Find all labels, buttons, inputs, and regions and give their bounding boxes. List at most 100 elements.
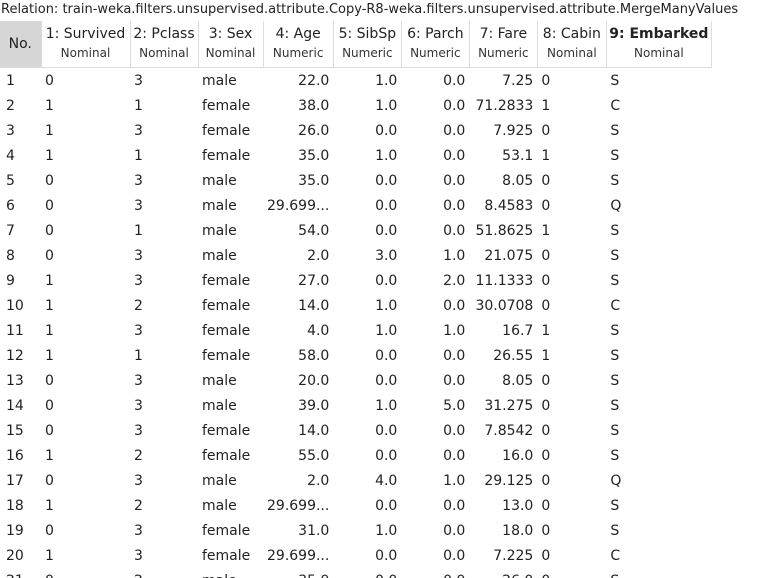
cell-fare[interactable]: 11.1333 bbox=[475, 272, 534, 289]
cell-sex[interactable]: female bbox=[202, 347, 251, 364]
cell-embarked[interactable]: S bbox=[610, 522, 620, 539]
cell-parch[interactable]: 0.0 bbox=[443, 447, 466, 464]
cell-cabin[interactable]: 1 bbox=[541, 147, 551, 164]
cell-age[interactable]: 35.0 bbox=[263, 568, 333, 578]
table-row[interactable]: 16 1 2 female 55.0 0.0 0.0 16.0 0 S bbox=[0, 443, 711, 468]
cell-parch[interactable]: 1.0 bbox=[443, 322, 466, 339]
column-header-fare[interactable]: 7: Fare Numeric bbox=[469, 21, 538, 68]
cell-sibsp[interactable]: 0.0 bbox=[375, 447, 398, 464]
cell-embarked[interactable]: Q bbox=[610, 197, 622, 214]
cell-row-number[interactable]: 19 bbox=[6, 522, 24, 539]
cell-sibsp[interactable]: 0.0 bbox=[375, 122, 398, 139]
cell-cabin[interactable]: 0 bbox=[541, 472, 551, 489]
column-header-embarked[interactable]: 9: Embarked Nominal bbox=[606, 21, 712, 68]
cell-age[interactable]: 39.0 bbox=[298, 397, 330, 414]
cell-fare[interactable]: 26.55 bbox=[493, 347, 534, 364]
cell-embarked[interactable]: S bbox=[610, 347, 620, 364]
cell-pclass[interactable]: 3 bbox=[134, 547, 143, 564]
cell-sex[interactable]: male bbox=[202, 172, 237, 189]
table-row[interactable]: 14 0 3 male 39.0 1.0 5.0 31.275 0 S bbox=[0, 393, 711, 418]
table-row[interactable]: 1 0 3 male 22.0 1.0 0.0 7.25 0 S bbox=[0, 68, 711, 94]
cell-age[interactable]: 20.0 bbox=[298, 372, 330, 389]
table-row[interactable]: 3 1 3 female 26.0 0.0 0.0 7.925 0 S bbox=[0, 118, 711, 143]
cell-cabin[interactable]: 0 bbox=[541, 372, 551, 389]
cell-parch[interactable]: 1.0 bbox=[443, 247, 466, 264]
table-row[interactable]: 6 0 3 male 29.699... 0.0 0.0 8.4583 0 Q bbox=[0, 193, 711, 218]
cell-cabin[interactable]: 1 bbox=[541, 222, 551, 239]
cell-row-number[interactable]: 7 bbox=[6, 222, 15, 239]
cell-survived[interactable]: 0 bbox=[45, 72, 54, 89]
cell-fare[interactable]: 51.8625 bbox=[475, 222, 534, 239]
cell-age[interactable]: 38.0 bbox=[298, 97, 330, 114]
cell-pclass[interactable]: 3 bbox=[134, 72, 143, 89]
cell-parch[interactable]: 0.0 bbox=[443, 372, 466, 389]
cell-parch[interactable]: 0.0 bbox=[443, 297, 466, 314]
cell-sibsp[interactable]: 0.0 bbox=[375, 272, 398, 289]
cell-age[interactable]: 35.0 bbox=[298, 172, 330, 189]
cell-row-number[interactable]: 15 bbox=[6, 422, 24, 439]
cell-parch[interactable]: 0.0 bbox=[443, 197, 466, 214]
cell-sibsp[interactable]: 1.0 bbox=[375, 522, 398, 539]
table-row[interactable]: 12 1 1 female 58.0 0.0 0.0 26.55 1 S bbox=[0, 343, 711, 368]
cell-cabin[interactable]: 0 bbox=[541, 422, 551, 439]
cell-age[interactable]: 2.0 bbox=[307, 472, 330, 489]
cell-sex[interactable]: male bbox=[202, 397, 237, 414]
data-table[interactable]: No. 1: Survived Nominal 2: Pclass Nomina… bbox=[0, 21, 762, 578]
cell-row-number[interactable]: 16 bbox=[6, 447, 24, 464]
cell-pclass[interactable]: 1 bbox=[134, 222, 143, 239]
cell-age[interactable]: 29.699... bbox=[267, 547, 330, 564]
cell-fare[interactable]: 16.7 bbox=[502, 322, 534, 339]
cell-sibsp[interactable]: 1.0 bbox=[375, 397, 398, 414]
cell-sex[interactable]: female bbox=[202, 422, 251, 439]
cell-cabin[interactable]: 0 bbox=[541, 122, 551, 139]
cell-pclass[interactable]: 3 bbox=[134, 522, 143, 539]
cell-parch[interactable]: 2.0 bbox=[443, 272, 466, 289]
cell-parch[interactable]: 0.0 bbox=[443, 147, 466, 164]
cell-sibsp[interactable]: 1.0 bbox=[375, 297, 398, 314]
cell-row-number[interactable]: 14 bbox=[6, 397, 24, 414]
cell-sibsp[interactable]: 1.0 bbox=[375, 72, 398, 89]
column-header-parch[interactable]: 6: Parch Numeric bbox=[401, 21, 470, 68]
cell-cabin[interactable]: 0 bbox=[541, 272, 551, 289]
cell-sibsp[interactable]: 0.0 bbox=[375, 497, 398, 514]
cell-pclass[interactable]: 2 bbox=[134, 497, 143, 514]
cell-embarked[interactable]: S bbox=[610, 147, 620, 164]
cell-row-number[interactable]: 11 bbox=[6, 322, 24, 339]
cell-sex[interactable]: female bbox=[202, 297, 251, 314]
cell-sex[interactable]: male bbox=[202, 197, 237, 214]
cell-embarked[interactable]: S bbox=[610, 272, 620, 289]
cell-embarked[interactable]: S bbox=[610, 72, 620, 89]
cell-embarked[interactable]: S bbox=[610, 172, 620, 189]
cell-fare[interactable]: 7.25 bbox=[502, 72, 534, 89]
table-row[interactable]: 17 0 3 male 2.0 4.0 1.0 29.125 0 Q bbox=[0, 468, 711, 493]
cell-sex[interactable]: male bbox=[202, 222, 237, 239]
cell-cabin[interactable]: 0 bbox=[541, 72, 551, 89]
cell-pclass[interactable]: 3 bbox=[134, 372, 143, 389]
cell-pclass[interactable]: 1 bbox=[134, 97, 143, 114]
cell-survived[interactable]: 0 bbox=[45, 247, 54, 264]
cell-parch[interactable]: 0.0 bbox=[443, 547, 466, 564]
cell-cabin[interactable]: 1 bbox=[541, 322, 551, 339]
cell-cabin[interactable]: 0 bbox=[537, 568, 606, 578]
cell-embarked[interactable]: C bbox=[610, 297, 621, 314]
cell-sex[interactable]: female bbox=[202, 97, 251, 114]
cell-fare[interactable]: 13.0 bbox=[502, 497, 534, 514]
cell-survived[interactable]: 0 bbox=[45, 472, 54, 489]
cell-age[interactable]: 35.0 bbox=[298, 147, 330, 164]
cell-row-number[interactable]: 4 bbox=[6, 147, 15, 164]
cell-sex[interactable]: male bbox=[202, 497, 237, 514]
cell-survived[interactable]: 0 bbox=[45, 197, 54, 214]
cell-sibsp[interactable]: 0.0 bbox=[375, 347, 398, 364]
cell-row-number[interactable]: 8 bbox=[6, 247, 15, 264]
cell-survived[interactable]: 1 bbox=[45, 297, 54, 314]
cell-cabin[interactable]: 0 bbox=[541, 497, 551, 514]
cell-parch[interactable]: 0.0 bbox=[443, 72, 466, 89]
cell-fare[interactable]: 26.0 bbox=[469, 568, 537, 578]
cell-pclass[interactable]: 3 bbox=[134, 422, 143, 439]
cell-cabin[interactable]: 0 bbox=[541, 522, 551, 539]
cell-parch[interactable]: 0.0 bbox=[401, 568, 469, 578]
cell-sibsp[interactable]: 0.0 bbox=[375, 372, 398, 389]
cell-survived[interactable]: 1 bbox=[45, 147, 54, 164]
cell-row-number[interactable]: 2 bbox=[6, 97, 15, 114]
cell-embarked[interactable]: C bbox=[610, 547, 621, 564]
